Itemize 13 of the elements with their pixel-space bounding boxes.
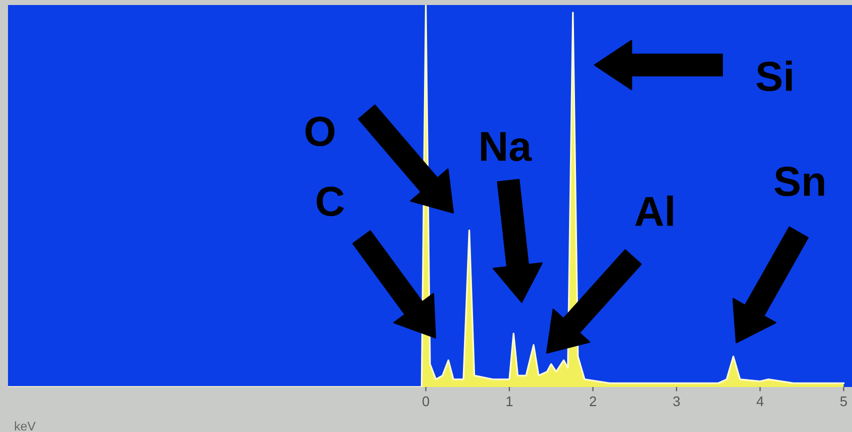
x-tick-label: 4	[756, 396, 764, 406]
annotation: Si	[756, 60, 792, 92]
annotation: O	[306, 116, 334, 146]
annotation: C	[316, 186, 344, 216]
x-tick-label: 3	[673, 396, 680, 406]
x-axis-title: keV	[14, 421, 36, 431]
x-tick-label: 0	[422, 396, 430, 406]
x-tick-label: 5	[840, 396, 847, 406]
x-tick-label: 1	[506, 396, 513, 406]
annotation: Al	[635, 196, 673, 226]
annotation: Na	[481, 132, 532, 162]
annotation: Sn	[774, 166, 824, 196]
x-tick-label: 2	[590, 396, 596, 406]
